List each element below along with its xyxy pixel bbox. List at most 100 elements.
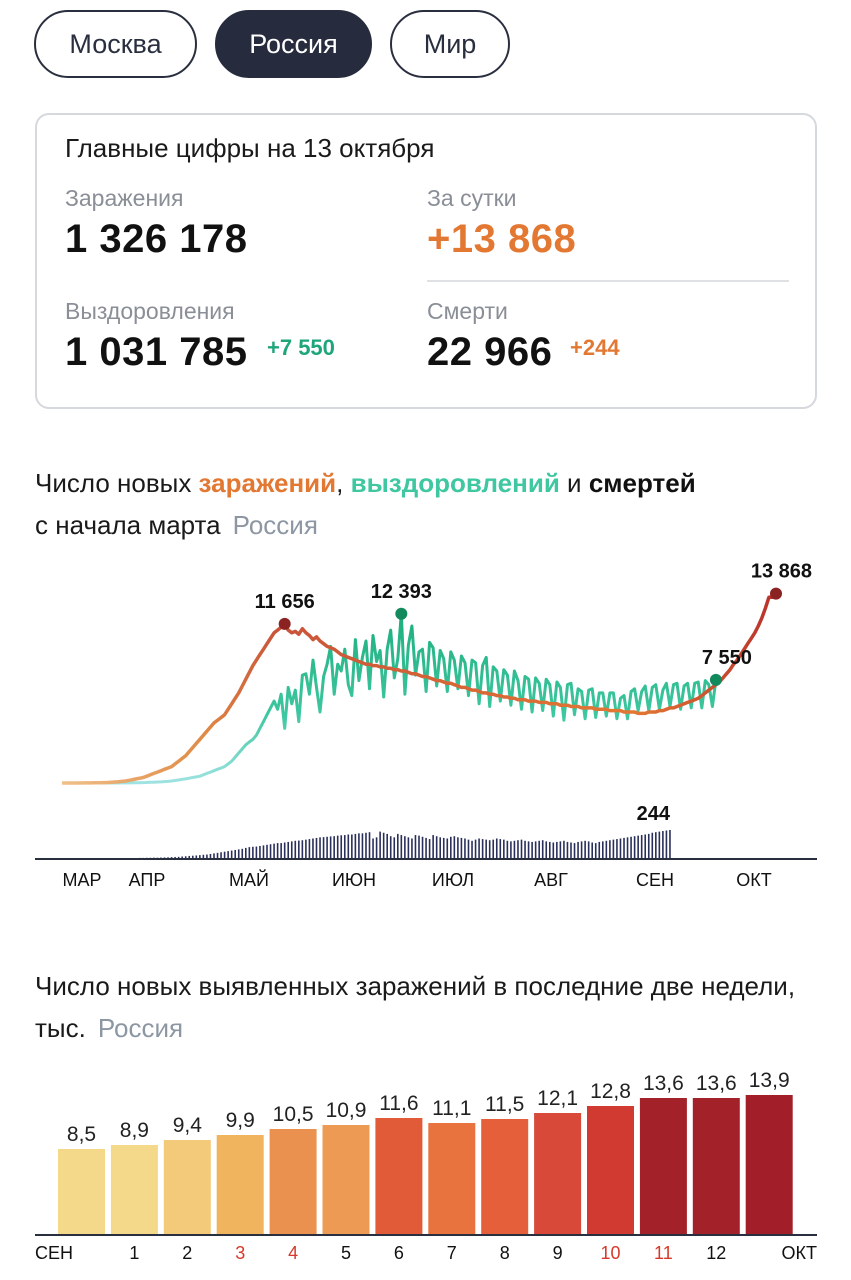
- bar-category-label: 10: [600, 1243, 620, 1263]
- deaths-bar: [266, 844, 268, 858]
- recoveries-peak-label: 12 393: [371, 581, 432, 603]
- deaths-bar: [457, 837, 459, 858]
- key-numbers-card: Главные цифры на 13 октября Заражения 1 …: [35, 113, 817, 409]
- deaths-bar: [305, 839, 307, 858]
- bar-value-label: 8,5: [67, 1123, 96, 1146]
- deaths-bar: [393, 837, 396, 858]
- bar-day-1: [110, 1145, 158, 1234]
- deaths-bar: [584, 840, 586, 858]
- deaths-bar: [640, 835, 643, 858]
- bar-category-label: 1: [129, 1243, 139, 1263]
- deaths-bar: [202, 854, 205, 858]
- deaths-bar: [237, 849, 240, 858]
- deaths-bar: [616, 839, 618, 858]
- deaths-bar: [626, 837, 629, 858]
- bar-value-label: 13,9: [749, 1069, 790, 1092]
- deaths-bar: [287, 841, 290, 858]
- deaths-bar: [619, 838, 622, 858]
- deaths-bar: [407, 837, 410, 858]
- recoveries-value: 1 031 785: [65, 330, 248, 374]
- deaths-bar: [382, 832, 385, 858]
- deaths-bar: [559, 841, 562, 858]
- bar-category-label: 7: [447, 1243, 457, 1263]
- deaths-value: 22 966: [427, 330, 553, 374]
- deaths-bar: [623, 837, 625, 858]
- recoveries-delta: +7 550: [267, 335, 335, 360]
- deaths-bar: [520, 839, 523, 858]
- recoveries-line: [62, 612, 718, 785]
- deaths-label: Смерти: [427, 298, 508, 324]
- deaths-bar: [478, 838, 480, 858]
- deaths-bar: [230, 850, 233, 858]
- deaths-bar: [340, 835, 343, 858]
- bar-day-4: [269, 1129, 317, 1234]
- bar-value-label: 9,9: [226, 1109, 255, 1132]
- chart2-title: Число новых выявленных заражений в после…: [35, 965, 825, 1049]
- deaths-bar: [570, 842, 572, 858]
- infections-value: 1 326 178: [65, 217, 248, 261]
- month-tick-label: ОКТ: [736, 870, 771, 890]
- bar-category-label: 5: [341, 1243, 351, 1263]
- chart2-title-text: Число новых выявленных заражений в после…: [35, 971, 796, 1043]
- deaths-bar: [527, 841, 530, 858]
- deaths-bar: [488, 840, 491, 858]
- chart1-title: Число новых заражений, выздоровлений и с…: [35, 462, 825, 546]
- bar-category-label: 11: [654, 1243, 673, 1263]
- deaths-bar: [580, 841, 583, 858]
- tab-world[interactable]: Мир: [390, 10, 510, 78]
- deaths-bar: [503, 839, 505, 858]
- month-tick-label: МАЙ: [229, 869, 269, 890]
- deaths-bar: [435, 836, 438, 858]
- deaths-bar: [167, 857, 169, 858]
- recoveries-label: Выздоровления: [65, 298, 235, 324]
- deaths-bar: [474, 839, 477, 858]
- infections-peak-dot: [770, 587, 782, 600]
- deaths-bar: [333, 836, 335, 858]
- deaths-bar: [471, 840, 473, 858]
- deaths-bar: [605, 840, 608, 858]
- deaths-bar: [524, 840, 526, 858]
- deaths-bar: [665, 830, 668, 858]
- tab-russia[interactable]: Россия: [215, 10, 372, 78]
- tab-moscow[interactable]: Москва: [34, 10, 197, 78]
- chart1-title-line2: с начала марта: [35, 510, 221, 540]
- deaths-bar: [372, 838, 374, 858]
- deaths-bar: [343, 835, 346, 858]
- deaths-bar: [517, 840, 519, 858]
- bar-day-10: [587, 1106, 634, 1234]
- deaths-bar: [442, 837, 445, 858]
- bar-day-ОКТ: [745, 1095, 793, 1234]
- deaths-bar: [269, 844, 272, 858]
- deaths-bar: [534, 841, 537, 858]
- deaths-bar: [262, 845, 265, 858]
- daily-label: За сутки: [427, 185, 517, 211]
- deaths-bar: [404, 836, 406, 858]
- deaths-bar: [400, 835, 403, 858]
- deaths-bar: [184, 856, 187, 858]
- deaths-bar: [637, 835, 639, 858]
- chart1-title-recoveries: выздоровлений: [350, 468, 560, 498]
- bar-category-label: 9: [553, 1243, 563, 1263]
- chart1-title-deaths: смертей: [588, 468, 696, 498]
- deaths-bar: [552, 842, 555, 858]
- deaths-bar: [467, 839, 470, 858]
- deaths-bar: [545, 841, 548, 858]
- infections-line: [62, 592, 778, 785]
- deaths-bar: [177, 856, 180, 858]
- deaths-bar: [598, 841, 601, 858]
- deaths-bar: [432, 835, 434, 858]
- deaths-bar: [365, 832, 367, 858]
- bar-day-9: [534, 1113, 582, 1234]
- bar-day-2: [163, 1140, 211, 1234]
- deaths-bar: [188, 855, 191, 858]
- deaths-bar: [389, 836, 392, 858]
- deaths-bar: [485, 839, 487, 858]
- deaths-bar: [421, 836, 424, 858]
- deaths-bar: [556, 841, 558, 858]
- deaths-bar: [312, 838, 314, 858]
- deaths-bar: [428, 839, 431, 858]
- deaths-bar: [322, 837, 325, 858]
- deaths-bar: [170, 857, 173, 858]
- deaths-peak-label: 244: [637, 803, 671, 825]
- deaths-bar: [602, 841, 604, 858]
